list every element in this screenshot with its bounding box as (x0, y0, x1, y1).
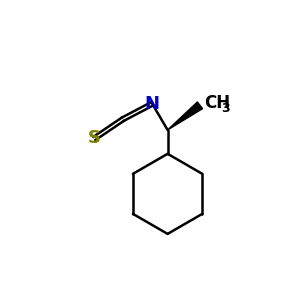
Polygon shape (168, 102, 202, 130)
Text: N: N (145, 95, 160, 113)
Text: 3: 3 (221, 102, 230, 115)
Text: S: S (88, 129, 101, 147)
Text: CH: CH (204, 94, 230, 112)
